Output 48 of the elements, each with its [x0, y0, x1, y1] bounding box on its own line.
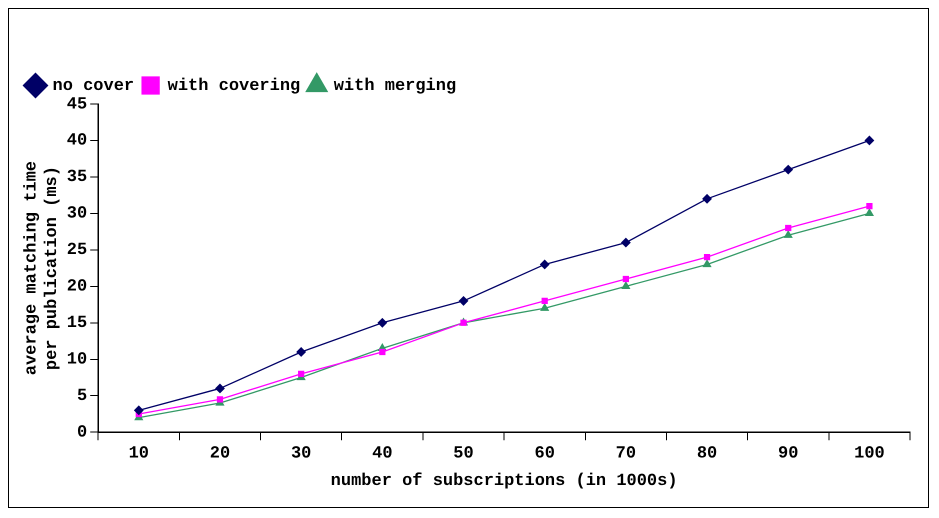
point: [622, 282, 630, 289]
x-tick-label: 100: [854, 444, 885, 464]
point: [542, 298, 548, 304]
x-tick-label: 50: [453, 444, 474, 464]
y-axis-title: average matching time per publication (ms): [22, 160, 62, 376]
point: [298, 370, 304, 377]
x-tick-label: 10: [128, 444, 149, 464]
y-tick-label: 5: [77, 387, 88, 406]
point: [865, 208, 874, 216]
x-tick-label: 90: [778, 444, 798, 464]
point: [866, 202, 873, 210]
point: [864, 136, 874, 146]
point: [540, 304, 549, 311]
x-tick-label: 30: [290, 444, 312, 464]
point: [621, 238, 631, 248]
legend-label: with merging: [334, 76, 456, 96]
point: [784, 164, 793, 174]
y-tick-label: 30: [66, 204, 88, 224]
y-tick-label: 15: [66, 314, 88, 334]
x-tick-label: 80: [696, 444, 718, 464]
point: [458, 296, 468, 306]
point: [134, 406, 144, 415]
y-tick-label: 45: [66, 95, 88, 114]
y-tick-label: 0: [77, 423, 88, 442]
y-tick-label: 35: [66, 168, 88, 188]
point: [379, 348, 386, 356]
legend-label: no cover: [52, 76, 134, 96]
point: [540, 260, 550, 270]
point: [704, 254, 710, 260]
point: [216, 396, 224, 403]
x-axis-title: number of subscriptions (in 1000s): [330, 472, 678, 492]
point: [378, 318, 387, 328]
point: [296, 347, 306, 357]
point: [784, 230, 792, 238]
y-tick-label: 40: [66, 132, 88, 151]
x-tick-label: 40: [372, 444, 393, 464]
point: [622, 276, 629, 282]
x-tick-label: 20: [210, 444, 230, 464]
y-tick-label: 25: [66, 241, 88, 260]
x-tick-label: 60: [534, 444, 555, 464]
point: [702, 260, 712, 268]
point: [215, 384, 225, 394]
y-tick-label: 20: [66, 278, 88, 297]
x-tick-label: 70: [616, 444, 636, 464]
legend-label: with covering: [168, 76, 300, 96]
point: [785, 224, 792, 232]
y-tick-label: 10: [66, 350, 88, 370]
point: [702, 194, 712, 204]
